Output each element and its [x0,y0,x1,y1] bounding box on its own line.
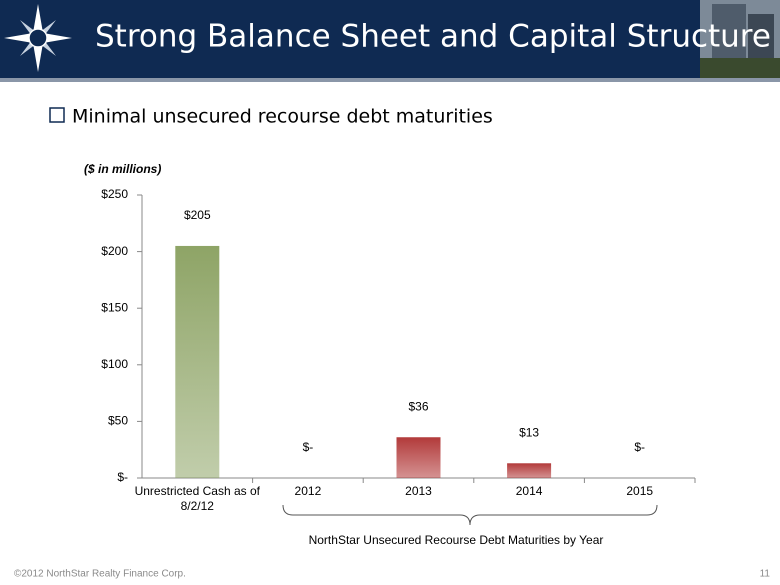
label-line: Unrestricted Cash as of [135,484,261,498]
value-label: $- [634,440,645,454]
y-tick-label: $- [117,470,128,484]
x-tick-label: 2014 [516,484,543,498]
page-number: 11 [760,569,771,580]
x-tick-label: 2012 [295,484,322,498]
y-tick-label: $150 [101,300,128,314]
header-bar [0,0,780,78]
chart-subtitle: ($ in millions) [84,162,161,176]
y-tick-label: $250 [101,187,128,201]
label-line: 8/2/12 [181,499,215,513]
header-rule [0,78,780,82]
building-photo [700,0,780,78]
bar [175,245,220,478]
y-tick-label: $200 [101,244,128,258]
y-tick-label: $100 [101,357,128,371]
bar [396,437,441,478]
footer: ©2012 NorthStar Realty Finance Corp. [14,569,186,580]
value-label: $- [303,440,314,454]
y-tick-label: $50 [108,414,128,428]
value-label: $13 [519,425,539,439]
logo [4,4,72,72]
bracket-label: NorthStar Unsecured Recourse Debt Maturi… [309,533,604,547]
bar [507,463,552,478]
bullet-text: Minimal unsecured recourse debt maturiti… [72,106,493,128]
slide-title: Strong Balance Sheet and Capital Structu… [95,19,771,55]
bracket [282,504,658,526]
x-tick-label: 2013 [405,484,432,498]
value-label: $36 [408,399,428,413]
value-label: $205 [184,208,211,222]
x-tick-label: Unrestricted Cash as of 8/2/12 [135,484,261,513]
x-tick-label: 2015 [626,484,653,498]
bullet-box [49,107,65,123]
